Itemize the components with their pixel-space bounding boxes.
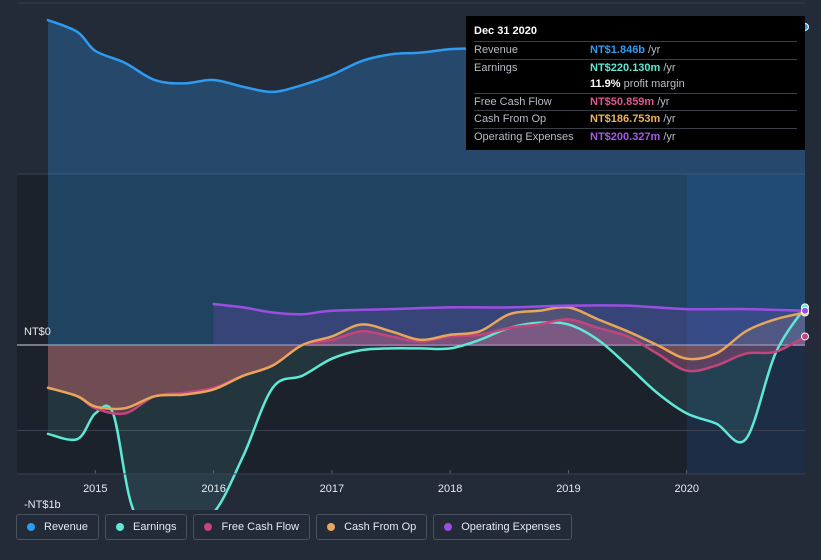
tooltip-row-label: Operating Expenses: [474, 130, 574, 143]
tooltip-row-unit: profit margin: [623, 78, 685, 91]
tooltip-row-label: Cash From Op: [474, 113, 547, 126]
tooltip-row-value: NT$200.327m: [590, 130, 661, 143]
x-tick-label: 2017: [320, 483, 344, 495]
tooltip-row-label: Revenue: [474, 44, 519, 57]
x-tick-label: 2019: [556, 483, 580, 495]
tooltip-row-value: NT$1.846b: [590, 44, 646, 57]
operating-expenses-endpoint: [801, 306, 809, 315]
operating-expenses-area: [213, 303, 805, 345]
tooltip-rows: Revenue NT$1.846b/yr Earnings NT$220.130m/y…: [474, 41, 797, 145]
tooltip-row-unit: /yr: [663, 113, 676, 126]
tooltip-row: Revenue NT$1.846b/yr: [474, 41, 797, 59]
x-tick-label: 2018: [438, 483, 462, 495]
legend-item[interactable]: Revenue: [16, 514, 100, 540]
legend-label: Cash From Op: [344, 521, 417, 533]
tooltip-row-unit: /yr: [663, 130, 676, 143]
tooltip-row-label: Earnings: [474, 61, 518, 74]
legend-label: Operating Expenses: [461, 521, 561, 533]
y-axis-labels: NT$2bNT$0-NT$1b: [24, 326, 61, 510]
legend-item[interactable]: Cash From Op: [316, 514, 428, 540]
tooltip-row-value: NT$186.753m: [590, 113, 661, 126]
free-cash-flow-endpoint: [801, 332, 809, 341]
plot-background: [17, 174, 805, 474]
legend-dot-icon: [204, 523, 213, 531]
legend-dot-icon: [116, 523, 125, 531]
tooltip-date: Dec 31 2020: [474, 25, 537, 37]
y-axis-label: -NT$1b: [24, 499, 61, 510]
tooltip-row-value: NT$220.130m: [590, 61, 661, 74]
tooltip-panel: Dec 31 2020 Revenue NT$1.846b/yr Earnings N…: [466, 16, 805, 150]
tooltip-row: Earnings NT$220.130m/yr: [474, 58, 797, 77]
cash-from-op-line: [46, 305, 807, 411]
earnings-line: [46, 306, 807, 510]
tooltip-row-unit: /yr: [663, 61, 676, 74]
highlight-region: [686, 174, 805, 474]
earnings-area: [48, 307, 805, 510]
y-axis-label: NT$0: [24, 326, 51, 338]
legend-dot-icon: [327, 523, 336, 531]
legend-item[interactable]: Free Cash Flow: [193, 514, 311, 540]
tooltip-row-value: 11.9%: [590, 78, 621, 91]
legend: Revenue Earnings Free Cash Flow Cash From O…: [16, 514, 572, 542]
series-endpoints: [801, 22, 809, 341]
x-tick-label: 2015: [83, 483, 107, 495]
x-tick-label: 2020: [674, 483, 698, 495]
tooltip-row: Free Cash Flow NT$50.859m/yr: [474, 92, 797, 111]
legend-label: Earnings: [133, 521, 177, 533]
legend-dot-icon: [444, 523, 453, 531]
legend-item[interactable]: Earnings: [105, 514, 188, 540]
x-tick-label: 2016: [201, 483, 225, 495]
operating-expenses-line: [212, 302, 807, 316]
tooltip-row: Cash From Op NT$186.753m/yr: [474, 110, 797, 128]
legend-label: Revenue: [44, 521, 89, 533]
free-cash-flow-area: [48, 319, 805, 414]
tooltip-row-value: NT$50.859m: [590, 95, 655, 108]
legend-dot-icon: [27, 523, 35, 531]
tooltip-row-unit: /yr: [657, 95, 670, 108]
tooltip-row: Operating Expenses NT$200.327m/yr: [474, 127, 797, 146]
gridlines: [17, 2, 805, 431]
legend-item[interactable]: Operating Expenses: [433, 514, 572, 540]
tooltip-row-unit: /yr: [648, 44, 661, 57]
legend-label: Free Cash Flow: [221, 521, 300, 533]
tooltip-row: 11.9% profit margin: [474, 76, 797, 93]
tooltip-row-label: Free Cash Flow: [474, 95, 552, 108]
x-axis-labels: 2015 2016 2017 2018 2019 2020: [17, 470, 805, 495]
